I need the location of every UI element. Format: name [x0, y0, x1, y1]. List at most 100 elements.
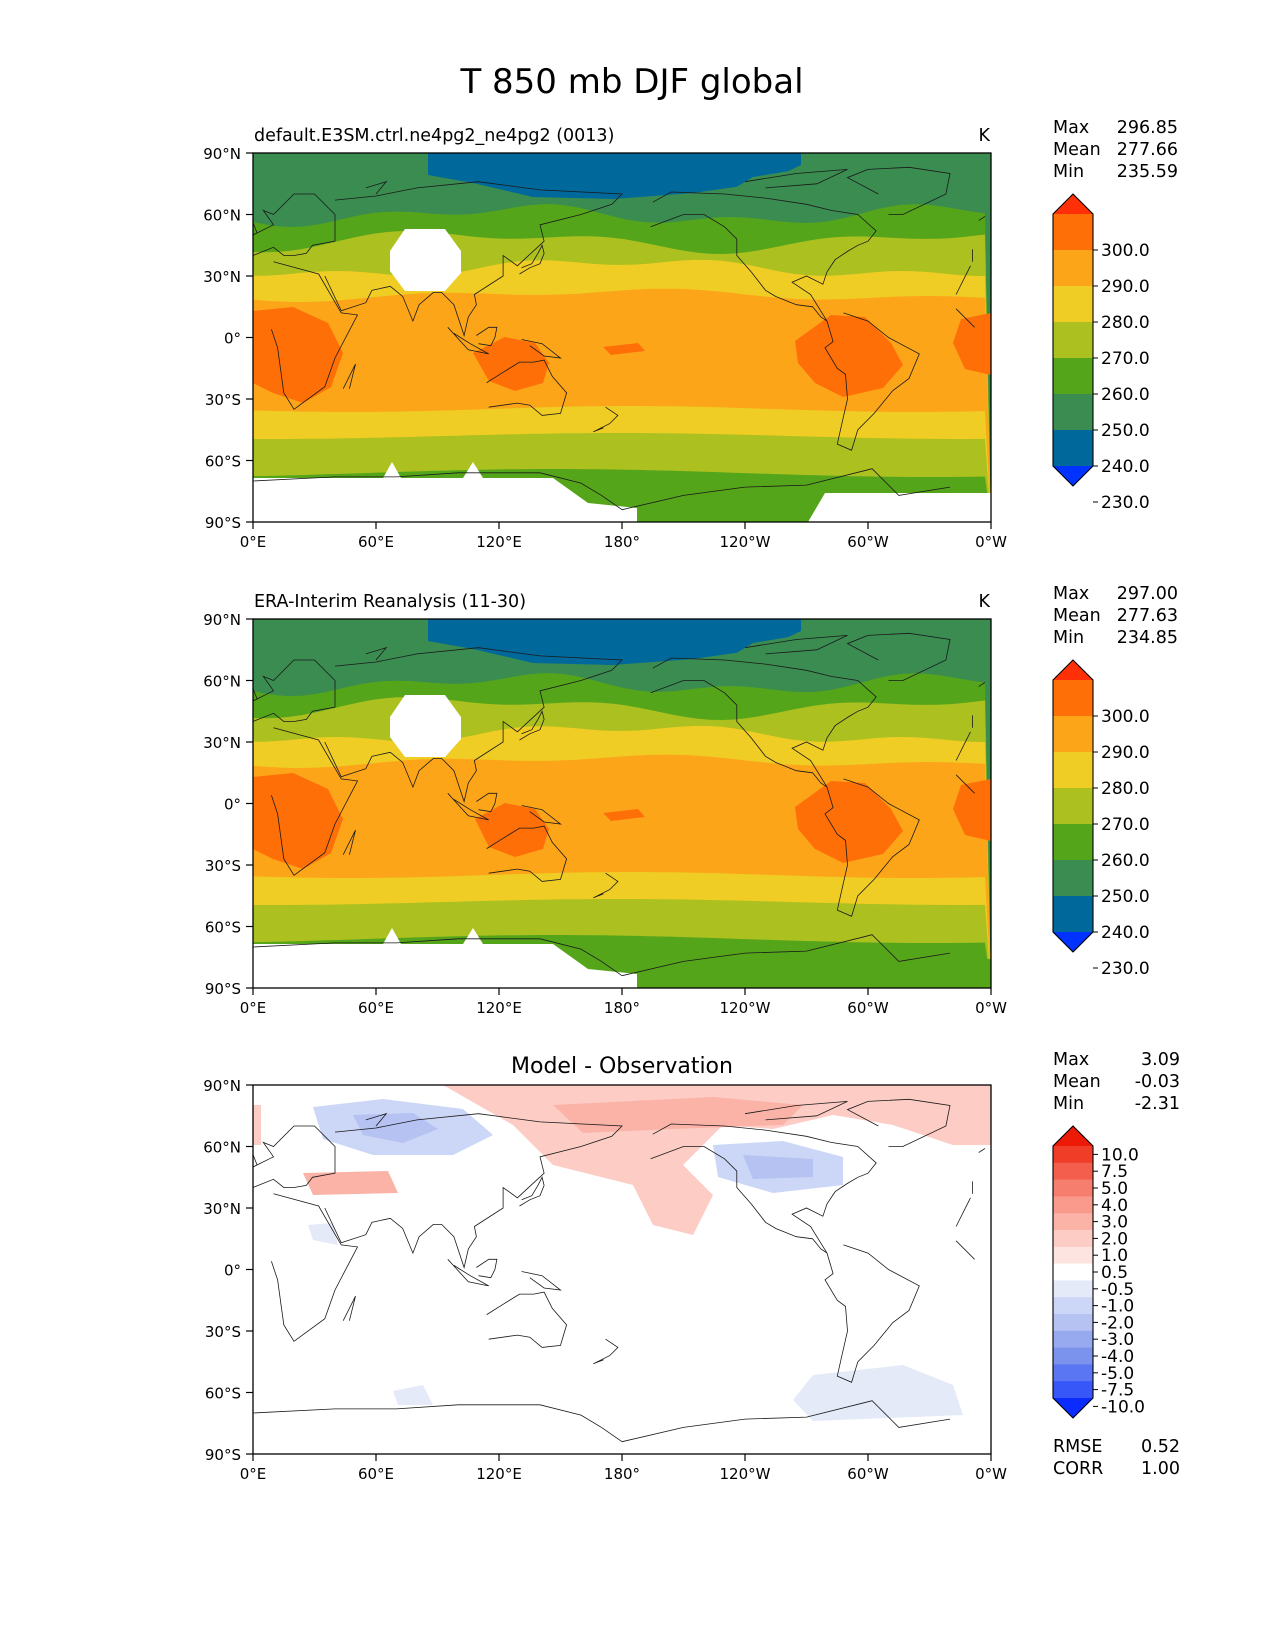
stat-mean-value: -0.03: [1135, 1072, 1180, 1092]
x-tick-label: 0°W: [975, 1465, 1007, 1483]
atlantic-warm-region: [953, 779, 991, 841]
y-tick-label: 30°N: [203, 1200, 241, 1218]
stats-block: Max 297.00 Mean 277.63 Min 234.85: [1053, 584, 1178, 648]
y-tick-label: 60°S: [205, 919, 241, 937]
coastline-segment: [476, 1258, 498, 1279]
stat-max-value: 297.00: [1117, 584, 1178, 604]
model-contour-map: [253, 153, 991, 522]
colorbar-extend-bottom: [1053, 932, 1093, 952]
stats-block: Max 3.09 Mean -0.03 Min -2.31 RMSE 0.52 …: [1053, 1050, 1180, 1479]
axis-ticks: 90°N 60°N 30°N 0° 30°S 60°S 90°S0°E 60°E 120°E 18…: [203, 611, 1007, 1017]
y-tick-label: 60°N: [203, 207, 241, 225]
coastline-segment: [476, 326, 498, 347]
colorbar-label: 2.0: [1101, 1229, 1128, 1249]
colorbar-segment: [1053, 860, 1093, 897]
canada-cold-core: [743, 1155, 813, 1179]
coastline-segment: [978, 682, 986, 687]
colorbar-extend-top: [1053, 660, 1093, 680]
colorbar-label: -2.0: [1101, 1313, 1134, 1333]
colorbar-label: -0.5: [1101, 1280, 1134, 1300]
coastline-segment: [824, 312, 920, 451]
obs-contour-map: [253, 619, 991, 988]
colorbar-label: -1.0: [1101, 1297, 1134, 1317]
coastline-segment: [342, 363, 356, 389]
coastline-segment: [271, 1193, 359, 1342]
stat-mean-value: 277.63: [1117, 606, 1178, 626]
stat-min-value: 234.85: [1117, 628, 1178, 648]
colorbar-segment: [1053, 322, 1093, 359]
colorbar-segment: [1053, 1246, 1093, 1265]
arctic-warm-core: [553, 1097, 803, 1133]
colorbar-label: 290.0: [1101, 277, 1150, 297]
coastline-segment: [824, 1244, 920, 1383]
x-tick-label: 120°E: [476, 533, 522, 551]
colorbar-label: 5.0: [1101, 1179, 1128, 1199]
colorbar-label: -10.0: [1101, 1397, 1145, 1417]
colorbar-segment: [1053, 358, 1093, 395]
y-tick-label: 90°N: [203, 145, 241, 163]
tibet-missing-data: [390, 229, 461, 291]
colorbar-extend-bottom: [1053, 466, 1093, 486]
coastline-segment: [253, 1154, 258, 1166]
coastline-segment: [486, 359, 568, 416]
coastline-segment: [650, 1123, 877, 1254]
colorbar-extend-top: [1053, 194, 1093, 214]
southern-ocean-cold-anomaly: [793, 1365, 963, 1421]
coastline-segment: [486, 1291, 568, 1348]
colorbar-label: 10.0: [1101, 1145, 1139, 1165]
coastline-segment: [846, 632, 951, 681]
coastline-segment: [447, 793, 489, 821]
panel-left-title: ERA-Interim Reanalysis (11-30): [254, 592, 526, 612]
coastline-segment: [253, 472, 623, 511]
stat-max-label: Max: [1053, 584, 1089, 604]
coastline-segment: [978, 216, 986, 221]
panel-center-title: Model - Observation: [511, 1054, 733, 1079]
colorbar-label: -3.0: [1101, 1330, 1134, 1350]
colorbar-segment: [1053, 1381, 1093, 1399]
stat-max-label: Max: [1053, 1050, 1089, 1070]
stat-max-value: 296.85: [1117, 118, 1178, 138]
colorbar-segment: [1053, 394, 1093, 431]
ross-sea-region: [637, 957, 818, 988]
y-tick-label: 30°S: [205, 1323, 241, 1341]
y-tick-label: 30°S: [205, 857, 241, 875]
corr-label: CORR: [1053, 1459, 1103, 1479]
diff-panel: Model - Observation 90°N 60°N 30°N 0° 30°S 60…: [203, 1050, 1180, 1483]
coastline-segment: [253, 659, 336, 722]
red-sea-cold-patch: [308, 1223, 338, 1245]
difference-colorbar: 10.07.55.04.03.02.01.00.5-0.5-1.0-2.0-3.…: [1052, 1125, 1145, 1419]
colorbar-label: 260.0: [1101, 385, 1150, 405]
colorbar-label: 270.0: [1101, 815, 1150, 835]
stat-max-value: 3.09: [1141, 1050, 1180, 1070]
coastline-outline: [253, 632, 986, 977]
coastline-segment: [846, 1098, 951, 1147]
difference-contour-map: [253, 1085, 991, 1454]
stat-min-value: 235.59: [1117, 162, 1178, 182]
colorbar-segment: [1053, 1364, 1093, 1382]
colorbar-label: 4.0: [1101, 1196, 1128, 1216]
southamerica-warm-region: [795, 781, 903, 863]
y-tick-label: 60°N: [203, 673, 241, 691]
coastline-segment: [521, 1271, 562, 1291]
x-tick-label: 120°W: [720, 1465, 771, 1483]
coastline-outline: [253, 166, 986, 511]
colorbar-segment: [1053, 1297, 1093, 1315]
coastline-segment: [744, 169, 848, 189]
panel-units: K: [979, 126, 991, 146]
colorbar-segment: [1053, 1263, 1093, 1281]
y-tick-label: 60°S: [205, 1385, 241, 1403]
coastline-outline: [253, 1098, 986, 1443]
coastline-segment: [621, 468, 951, 511]
siberia-cold-region: [723, 629, 893, 679]
colorbar-segment: [1053, 1179, 1093, 1197]
x-tick-label: 180°: [604, 533, 640, 551]
indian-ocean-cold-patch: [393, 1385, 433, 1405]
ross-sea-region: [637, 491, 818, 522]
colorbar-label: 300.0: [1101, 241, 1150, 261]
colorbar-segment: [1053, 752, 1093, 789]
australia-warm-region: [475, 803, 549, 857]
coastline-segment: [955, 265, 971, 295]
corr-value: 1.00: [1141, 1459, 1180, 1479]
model-panel: default.E3SM.ctrl.ne4pg2_ne4pg2 (0013) K…: [203, 118, 1178, 551]
